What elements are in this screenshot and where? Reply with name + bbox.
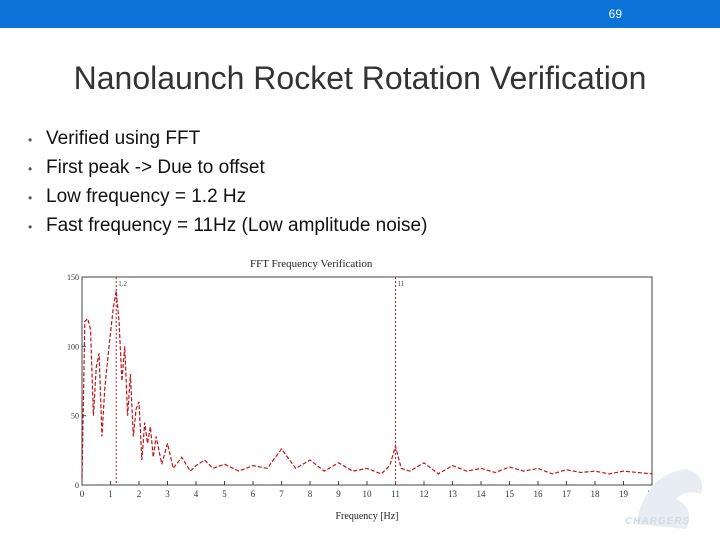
slide-number: 69 <box>608 7 622 21</box>
x-tick-label: 9 <box>336 489 341 499</box>
x-tick-label: 17 <box>562 489 572 499</box>
x-tick-label: 6 <box>251 489 256 499</box>
x-tick-label: 7 <box>279 489 284 499</box>
fft-series-line <box>81 290 653 479</box>
bullet-text: Low frequency = 1.2 Hz <box>46 186 247 207</box>
bullet-text: Verified using FFT <box>46 128 201 149</box>
x-tick-label: 10 <box>363 489 373 499</box>
fft-chart: 0123456789101112131415161718192005010015… <box>67 273 657 522</box>
y-tick-label: 0 <box>75 481 79 490</box>
x-tick-label: 12 <box>420 489 429 499</box>
x-tick-label: 18 <box>591 489 601 499</box>
x-tick-label: 0 <box>80 489 85 499</box>
y-tick-label: 50 <box>71 412 79 421</box>
chart-title: FFT Frequency Verification <box>250 258 373 270</box>
y-tick-label: 150 <box>67 273 79 282</box>
bullet-item: • Fast frequency = 11Hz (Low amplitude no… <box>28 212 427 241</box>
mascot-logo-icon <box>636 469 702 529</box>
bullet-item: • First peak -> Due to offset <box>28 154 427 183</box>
x-tick-label: 13 <box>448 489 458 499</box>
x-tick-label: 14 <box>477 489 487 499</box>
top-bar: 69 <box>0 0 720 28</box>
bullet-item: • Verified using FFT <box>28 125 427 154</box>
marker-label: 11 <box>398 280 405 288</box>
x-tick-label: 4 <box>194 489 199 499</box>
plot-frame <box>81 276 653 486</box>
x-tick-label: 15 <box>505 489 515 499</box>
x-axis-label: Frequency [Hz] <box>335 511 398 522</box>
x-tick-label: 2 <box>137 489 142 499</box>
bullet-text: First peak -> Due to offset <box>46 157 265 178</box>
marker-label: 1.2 <box>118 280 127 288</box>
x-tick-label: 16 <box>534 489 544 499</box>
x-tick-label: 5 <box>222 489 227 499</box>
bullet-dot-icon: • <box>28 191 33 205</box>
slide-title: Nanolaunch Rocket Rotation Verification <box>73 60 647 96</box>
x-tick-label: 8 <box>308 489 313 499</box>
bullet-item: • Low frequency = 1.2 Hz <box>28 183 427 212</box>
x-tick-label: 1 <box>108 489 113 499</box>
bullet-dot-icon: • <box>28 220 33 234</box>
x-tick-label: 3 <box>165 489 170 499</box>
x-tick-label: 11 <box>391 489 400 499</box>
y-tick-label: 100 <box>67 342 79 351</box>
bullet-dot-icon: • <box>28 133 33 147</box>
logo-text: CHARGERS <box>625 516 691 527</box>
bullet-list: • Verified using FFT • First peak -> Due t… <box>28 125 427 241</box>
bullet-dot-icon: • <box>28 162 33 176</box>
x-tick-label: 19 <box>619 489 629 499</box>
bullet-text: Fast frequency = 11Hz (Low amplitude noi… <box>46 215 428 236</box>
